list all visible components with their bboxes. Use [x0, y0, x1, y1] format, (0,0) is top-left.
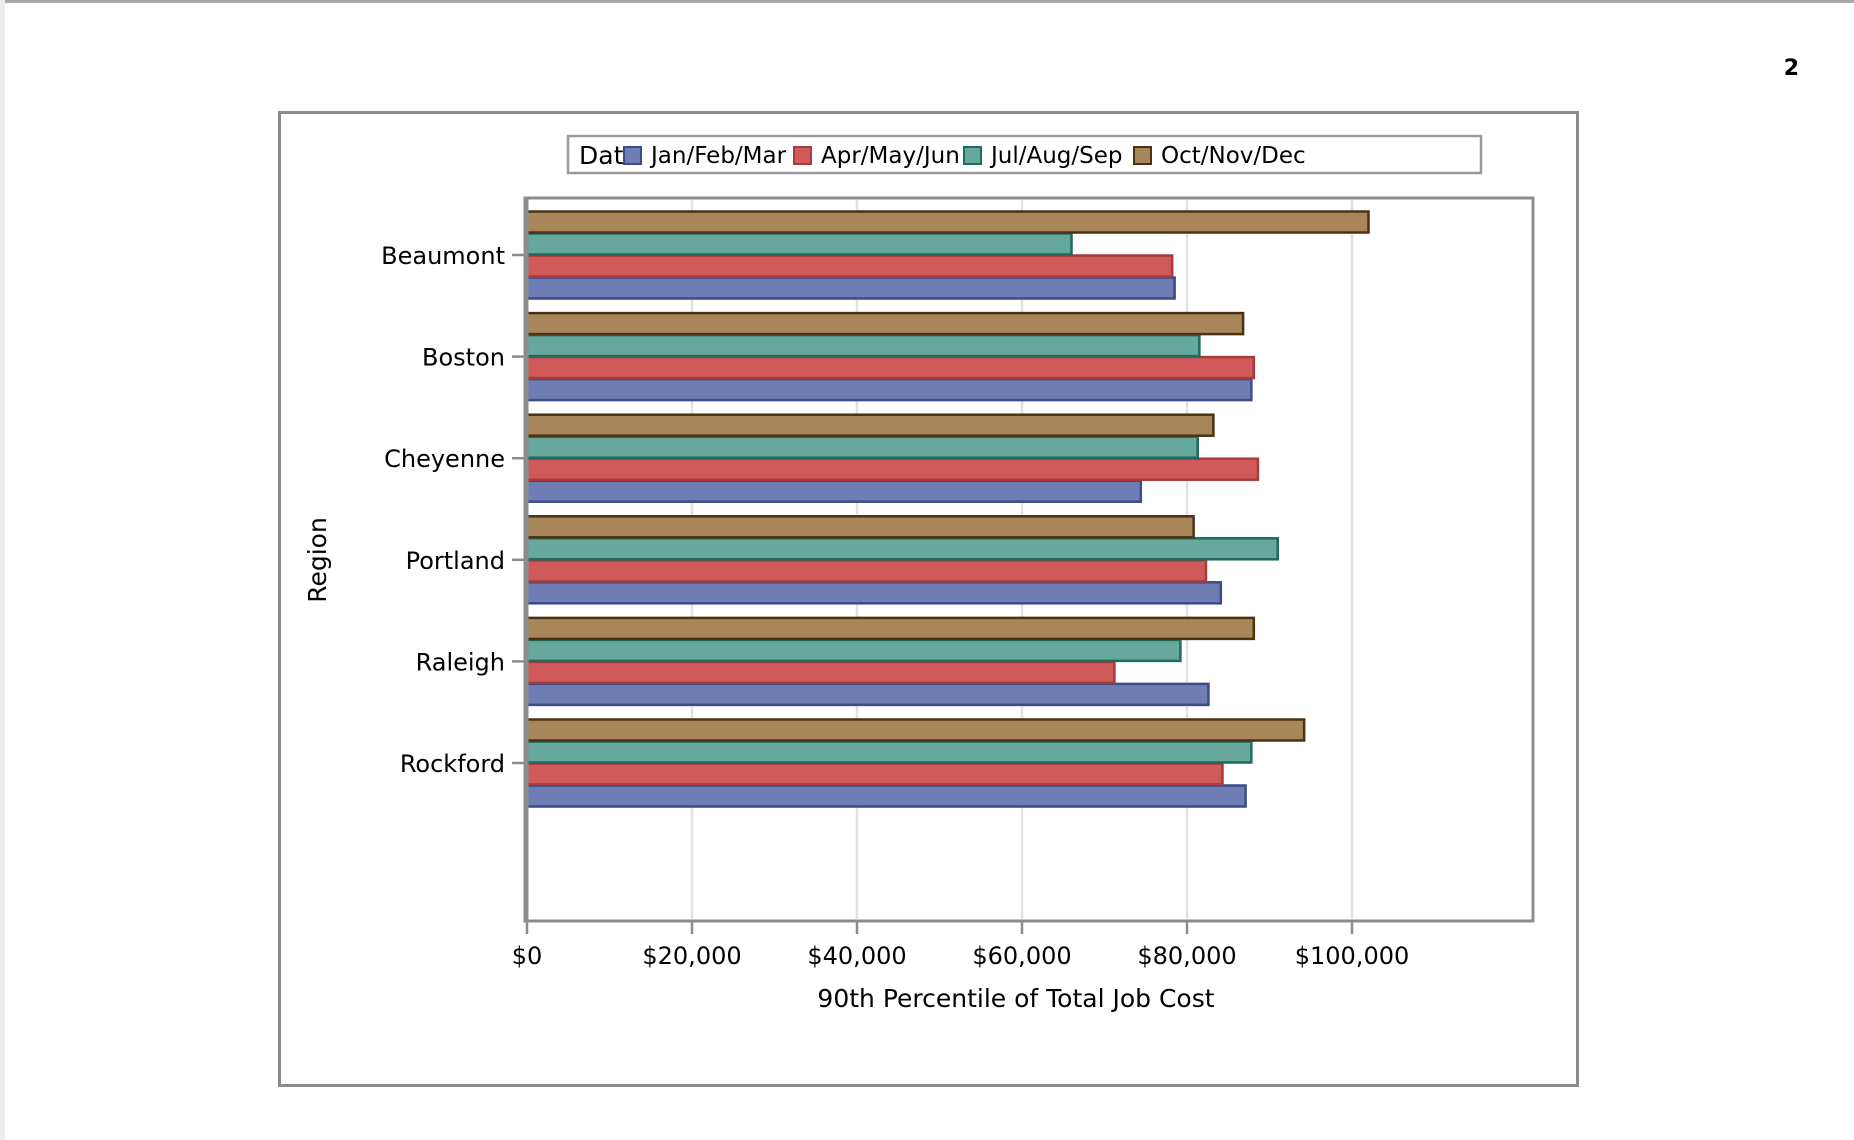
legend-label: Apr/May/Jun [821, 143, 960, 169]
bar [525, 457, 1260, 481]
bar [525, 333, 1201, 358]
bar [525, 515, 1195, 539]
x-tick-label: $0 [512, 942, 543, 970]
bar [525, 377, 1253, 402]
legend-label: Jul/Aug/Sep [989, 143, 1123, 169]
legend-swatch [623, 146, 642, 165]
bar [525, 616, 1256, 641]
y-axis-ticks: Beaumont Boston Cheyenne Portland Raleigh Roc… [381, 242, 526, 778]
x-tick-label: $80,000 [1137, 942, 1236, 970]
page-number: 2 [1783, 56, 1799, 81]
bar [525, 660, 1116, 685]
bar [525, 276, 1176, 300]
bar [525, 355, 1256, 380]
bar [525, 479, 1143, 503]
legend: Date Jan/Feb/Mar Apr/May/Jun Jul/Aug/Sep Oc… [566, 134, 1483, 175]
x-tick-label: $100,000 [1295, 942, 1410, 970]
x-tick-label: $60,000 [972, 942, 1071, 970]
bar [525, 559, 1208, 583]
bars [525, 210, 1370, 808]
legend-entries: Jan/Feb/Mar Apr/May/Jun Jul/Aug/Sep Oct/Nov… [623, 143, 1306, 169]
legend-swatch [963, 146, 982, 165]
bar-chart: Date Jan/Feb/Mar Apr/May/Jun Jul/Aug/Sep Oc… [303, 134, 1535, 1013]
bar [525, 311, 1245, 336]
bar [525, 413, 1215, 437]
bar [525, 718, 1306, 742]
y-tick-label: Rockford [400, 750, 505, 778]
bar [525, 210, 1370, 234]
legend-box [566, 134, 1483, 175]
bar [525, 537, 1279, 561]
legend-label: Oct/Nov/Dec [1161, 143, 1306, 169]
legend-swatch [793, 146, 812, 165]
bar [525, 740, 1253, 764]
bar [525, 581, 1223, 605]
bar [525, 682, 1210, 707]
x-tick-label: $40,000 [807, 942, 906, 970]
bar [525, 232, 1073, 256]
bar [525, 784, 1247, 808]
bar [525, 254, 1174, 278]
bar [525, 435, 1199, 459]
y-tick-label: Raleigh [416, 648, 505, 676]
y-tick-label: Cheyenne [384, 445, 505, 473]
y-axis-label: Region [303, 517, 332, 603]
y-tick-label: Beaumont [381, 242, 505, 270]
page-left-edge [0, 0, 5, 1140]
y-tick-label: Boston [422, 344, 505, 372]
x-axis-ticks: $0 $20,000 $40,000 $60,000 $80,000 $100,000 [512, 922, 1410, 970]
y-tick-label: Portland [406, 547, 505, 575]
x-axis-label: 90th Percentile of Total Job Cost [817, 984, 1214, 1013]
x-tick-label: $20,000 [642, 942, 741, 970]
bar [525, 762, 1224, 786]
legend-label: Jan/Feb/Mar [649, 143, 787, 169]
page-top-rule [0, 0, 1854, 3]
bar [525, 638, 1182, 663]
legend-swatch [1133, 146, 1152, 165]
chart-frame: Date Jan/Feb/Mar Apr/May/Jun Jul/Aug/Sep Oc… [278, 111, 1579, 1087]
